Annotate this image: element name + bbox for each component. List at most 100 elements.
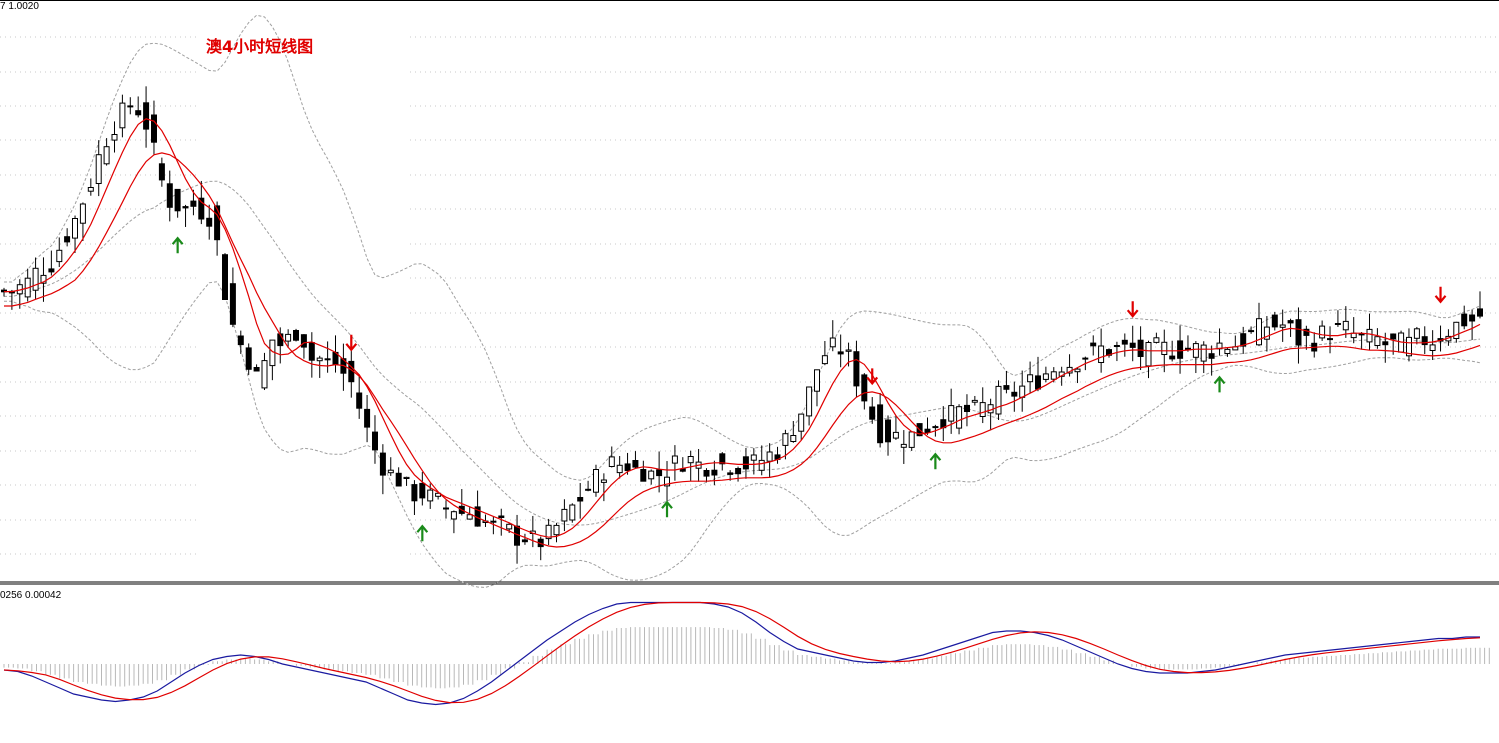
- candle-body: [845, 349, 852, 352]
- candle-body: [119, 102, 126, 129]
- candle-body: [182, 206, 189, 209]
- candle-body: [135, 110, 142, 116]
- candle-body: [1224, 348, 1231, 354]
- candle-body: [703, 470, 710, 477]
- candle-body: [561, 508, 568, 522]
- candle-body: [32, 267, 39, 291]
- candle-body: [742, 456, 749, 470]
- candle-body: [1248, 330, 1255, 333]
- candle-body: [1421, 336, 1428, 346]
- candle-body: [1192, 343, 1199, 358]
- candle-body: [1027, 374, 1034, 383]
- sell-arrow-icon: [1126, 301, 1139, 318]
- candle-body: [577, 497, 584, 502]
- candle-body: [198, 197, 205, 220]
- candle-body: [585, 488, 592, 491]
- candle-body: [750, 454, 757, 461]
- candle-body: [1098, 345, 1105, 363]
- buy-arrow-icon: [416, 524, 429, 542]
- candle-body: [1342, 320, 1349, 331]
- chart-title: 澳4小时短线图: [206, 37, 314, 56]
- candle-body: [1366, 328, 1373, 343]
- candle-body: [648, 470, 655, 480]
- candle-body: [624, 463, 631, 472]
- candle-body: [466, 514, 473, 520]
- candle-body: [1200, 344, 1207, 362]
- candle-body: [892, 431, 899, 439]
- candle-body: [1208, 353, 1215, 359]
- candle-body: [1240, 333, 1247, 347]
- candle-body: [521, 539, 528, 543]
- candle-body: [861, 374, 868, 402]
- candle-body: [1050, 371, 1057, 380]
- candle-body: [427, 489, 434, 502]
- candle-body: [569, 504, 576, 521]
- candle-body: [956, 406, 963, 429]
- candle-body: [1406, 336, 1412, 357]
- candle-body: [222, 254, 228, 300]
- candle-body: [616, 464, 623, 474]
- candle-body: [1413, 328, 1420, 339]
- candle-body: [656, 469, 663, 477]
- candle-body: [1145, 342, 1152, 367]
- candle-body: [600, 479, 607, 483]
- candle-body: [324, 358, 331, 361]
- candle-body: [948, 405, 955, 422]
- candle-body: [79, 203, 86, 224]
- candle-body: [237, 335, 244, 346]
- candle-body: [640, 469, 647, 482]
- sell-arrow-icon: [1434, 286, 1447, 304]
- candle-body: [300, 334, 307, 348]
- candle-body: [908, 431, 915, 448]
- macd-signal-line: [3, 601, 1481, 704]
- candle-body: [214, 205, 221, 241]
- candle-body: [379, 452, 386, 476]
- candle-body: [151, 114, 157, 143]
- candle-body: [877, 404, 884, 444]
- candle-body: [387, 469, 394, 474]
- candle-body: [1011, 391, 1018, 397]
- candle-body: [869, 406, 876, 420]
- candle-body: [1295, 319, 1302, 346]
- candle-body: [1279, 324, 1286, 328]
- candle-body: [1042, 373, 1049, 380]
- candle-body: [506, 523, 513, 530]
- candle-body: [782, 433, 789, 446]
- candle-body: [1382, 341, 1389, 346]
- candle-body: [403, 476, 410, 479]
- candle-body: [364, 408, 371, 428]
- candle-body: [1477, 308, 1483, 317]
- candle-body: [711, 469, 718, 476]
- candle-body: [719, 453, 726, 465]
- candle-body: [56, 249, 63, 263]
- candle-body: [1271, 314, 1278, 328]
- candle-body: [593, 469, 599, 493]
- candle-body: [545, 524, 552, 540]
- candle-body: [632, 460, 639, 468]
- candle-body: [103, 146, 110, 165]
- macd-line: [3, 601, 1480, 706]
- candle-body: [829, 337, 836, 348]
- candle-body: [1090, 342, 1097, 347]
- buy-arrow-icon: [1213, 375, 1226, 393]
- candle-body: [995, 385, 1002, 415]
- sell-arrow-icon: [345, 334, 358, 352]
- candle-body: [143, 102, 150, 130]
- candle-body: [790, 435, 797, 442]
- candle-body: [664, 476, 670, 487]
- candle-body: [1129, 342, 1136, 348]
- candle-body: [72, 218, 78, 239]
- candle-body: [411, 484, 418, 502]
- candle-body: [553, 524, 560, 536]
- candle-body: [111, 134, 118, 141]
- candle-body: [837, 351, 844, 355]
- candle-body: [229, 283, 236, 325]
- candle-body: [1153, 337, 1160, 343]
- candle-body: [395, 472, 402, 487]
- candle-body: [308, 342, 315, 361]
- candle-body: [166, 183, 173, 208]
- candle-body: [687, 456, 694, 464]
- candle-body: [932, 426, 939, 429]
